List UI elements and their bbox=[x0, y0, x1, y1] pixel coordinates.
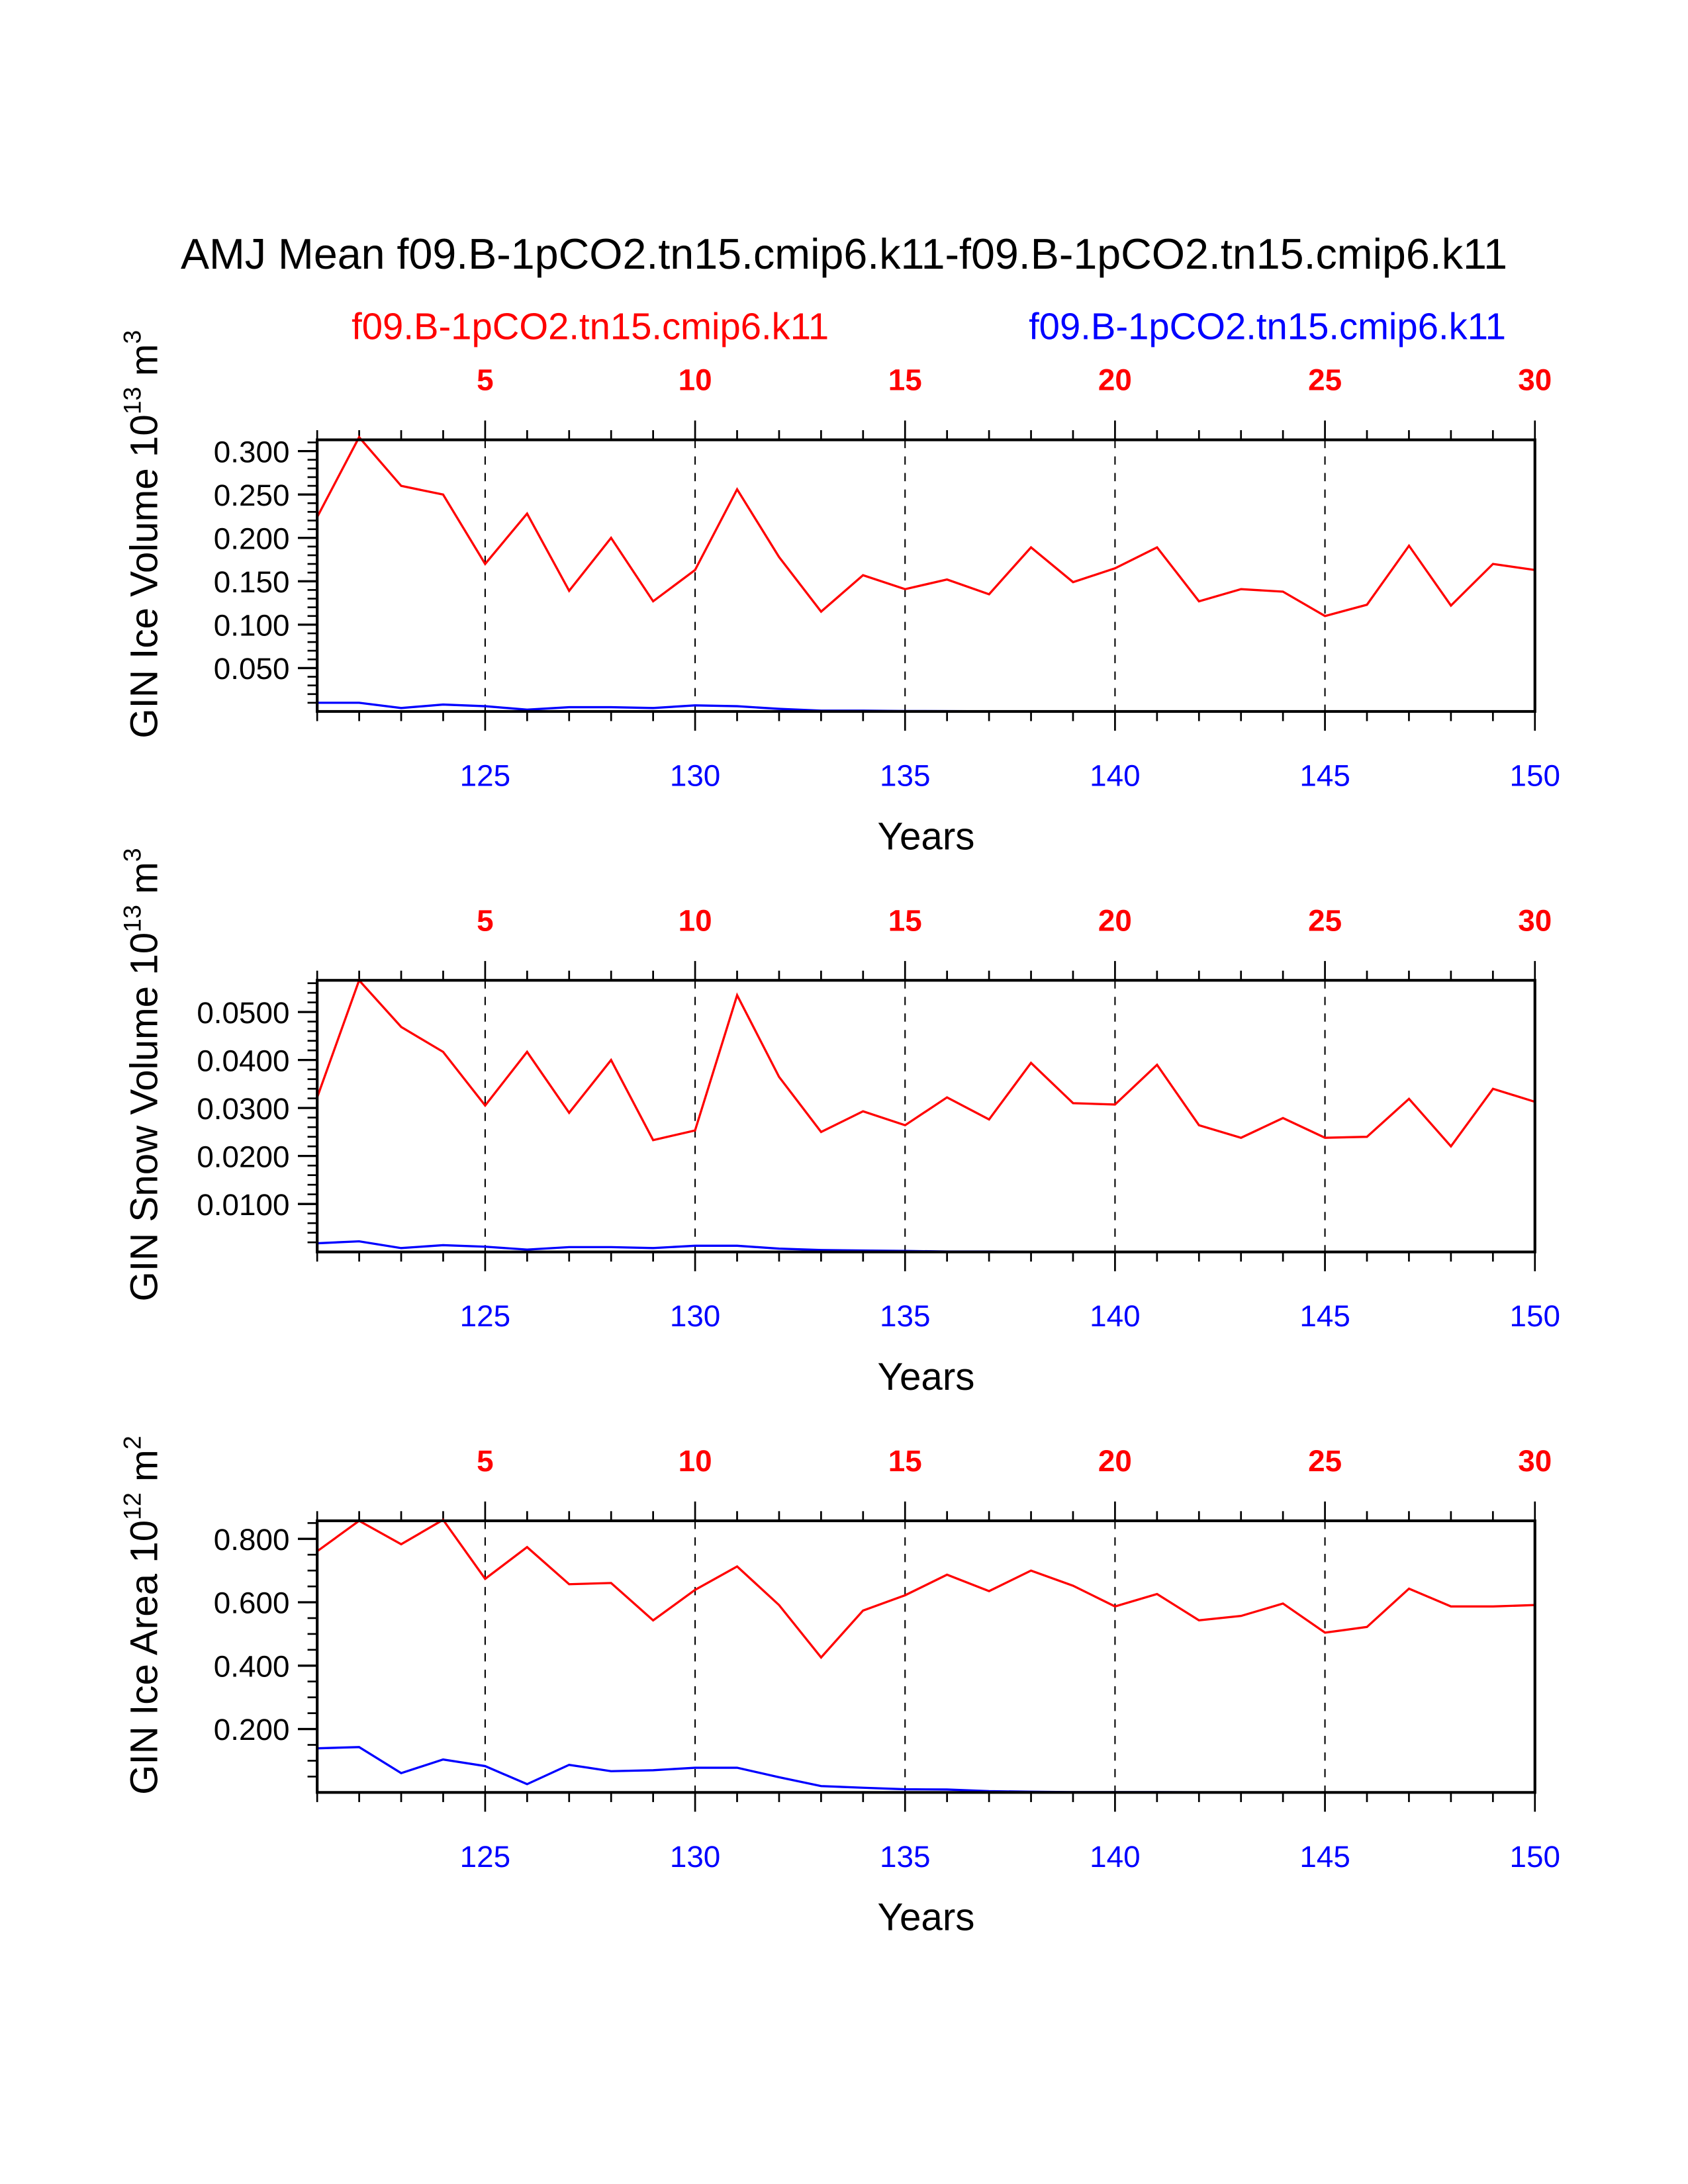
y-axis-label-unit: m bbox=[123, 1449, 166, 1492]
y-tick-label: 0.400 bbox=[214, 1649, 290, 1683]
bottom-x-tick-label: 135 bbox=[880, 759, 930, 793]
y-axis-label: GIN Ice Volume 1013 m3 bbox=[118, 330, 166, 739]
top-x-tick-label: 20 bbox=[1098, 903, 1132, 937]
bottom-x-tick-label: 135 bbox=[880, 1299, 930, 1333]
legend-red-label: f09.B-1pCO2.tn15.cmip6.k11 bbox=[352, 306, 829, 347]
x-axis-label: Years bbox=[877, 1355, 974, 1398]
y-axis-label-text: GIN Snow Volume 10 bbox=[123, 933, 166, 1302]
bottom-x-tick-label: 130 bbox=[670, 1299, 720, 1333]
y-tick-label: 0.300 bbox=[214, 435, 290, 469]
y-tick-label: 0.0500 bbox=[197, 996, 289, 1030]
bottom-x-tick-label: 145 bbox=[1299, 1299, 1350, 1333]
top-x-tick-label: 25 bbox=[1308, 1444, 1342, 1478]
top-x-tick-label: 25 bbox=[1308, 363, 1342, 397]
y-axis-label-text: GIN Ice Area 10 bbox=[123, 1520, 166, 1795]
panel-1: 5 10 15 20 25 30 125 130 135 140 145 150 0.050 0.100 0… bbox=[118, 330, 1560, 858]
chart-title: AMJ Mean f09.B-1pCO2.tn15.cmip6.k11-f09.… bbox=[181, 230, 1507, 278]
bottom-x-tick-label: 130 bbox=[670, 1840, 720, 1874]
y-axis-label-unit-exponent: 2 bbox=[118, 1435, 146, 1449]
top-x-tick-label: 5 bbox=[477, 363, 494, 397]
bottom-x-tick-label: 140 bbox=[1090, 759, 1140, 793]
bottom-x-tick-label: 130 bbox=[670, 759, 720, 793]
y-tick-label: 0.0300 bbox=[197, 1092, 289, 1126]
y-axis-label-unit: m bbox=[123, 862, 166, 905]
y-tick-label: 0.250 bbox=[214, 478, 290, 512]
bottom-x-tick-label: 125 bbox=[460, 1299, 510, 1333]
y-tick-label: 0.200 bbox=[214, 1713, 290, 1747]
top-x-tick-label: 30 bbox=[1518, 903, 1552, 937]
top-x-tick-label: 5 bbox=[477, 1444, 494, 1478]
y-tick-label: 0.0100 bbox=[197, 1188, 289, 1222]
y-axis-label-unit-exponent: 3 bbox=[118, 848, 146, 862]
top-x-tick-label: 5 bbox=[477, 903, 494, 937]
top-x-tick-label: 25 bbox=[1308, 903, 1342, 937]
top-x-tick-label: 20 bbox=[1098, 1444, 1132, 1478]
top-x-tick-label: 30 bbox=[1518, 363, 1552, 397]
y-tick-label: 0.050 bbox=[214, 652, 290, 686]
y-axis-label-text: GIN Ice Volume 10 bbox=[123, 414, 166, 739]
y-axis-label-exponent: 12 bbox=[118, 1492, 146, 1520]
y-tick-label: 0.0200 bbox=[197, 1140, 289, 1173]
legend-blue-label: f09.B-1pCO2.tn15.cmip6.k11 bbox=[1029, 306, 1506, 347]
panel-2: 5 10 15 20 25 30 125 130 135 140 145 150 0.0100 0.020… bbox=[118, 848, 1560, 1398]
top-x-tick-label: 20 bbox=[1098, 363, 1132, 397]
top-x-tick-label: 15 bbox=[888, 903, 922, 937]
panel-3: 5 10 15 20 25 30 125 130 135 140 145 150 0.200 0.400 0… bbox=[118, 1435, 1560, 1938]
y-axis-label-exponent: 13 bbox=[118, 387, 146, 414]
y-tick-label: 0.200 bbox=[214, 522, 290, 555]
y-tick-label: 0.600 bbox=[214, 1586, 290, 1620]
series-line-red bbox=[316, 1518, 1535, 1659]
y-tick-label: 0.100 bbox=[214, 609, 290, 643]
bottom-x-tick-label: 125 bbox=[460, 759, 510, 793]
bottom-x-tick-label: 125 bbox=[460, 1840, 510, 1874]
plot-frame bbox=[316, 979, 1536, 1253]
y-axis-label-exponent: 13 bbox=[118, 905, 146, 933]
bottom-x-tick-label: 140 bbox=[1090, 1840, 1140, 1874]
x-axis-label: Years bbox=[877, 1896, 974, 1939]
top-x-tick-label: 15 bbox=[888, 1444, 922, 1478]
y-axis-label: GIN Ice Area 1012 m2 bbox=[118, 1435, 166, 1794]
y-axis-label: GIN Snow Volume 1013 m3 bbox=[118, 848, 166, 1301]
bottom-x-tick-label: 145 bbox=[1299, 759, 1350, 793]
top-x-tick-label: 30 bbox=[1518, 1444, 1552, 1478]
top-x-tick-label: 10 bbox=[679, 363, 712, 397]
y-tick-label: 0.0400 bbox=[197, 1044, 289, 1077]
plot-frame bbox=[316, 1519, 1536, 1794]
top-x-tick-label: 10 bbox=[679, 1444, 712, 1478]
bottom-x-tick-label: 140 bbox=[1090, 1299, 1140, 1333]
x-axis-label: Years bbox=[877, 815, 974, 858]
top-x-tick-label: 10 bbox=[679, 903, 712, 937]
bottom-x-tick-label: 150 bbox=[1510, 759, 1560, 793]
plot-frame bbox=[316, 438, 1536, 713]
y-tick-label: 0.150 bbox=[214, 565, 290, 599]
y-tick-label: 0.800 bbox=[214, 1523, 290, 1557]
series-line-red bbox=[316, 435, 1535, 617]
bottom-x-tick-label: 145 bbox=[1299, 1840, 1350, 1874]
bottom-x-tick-label: 150 bbox=[1510, 1840, 1560, 1874]
y-axis-label-unit: m bbox=[123, 344, 166, 387]
series-line-red bbox=[316, 978, 1536, 1148]
y-axis-label-unit-exponent: 3 bbox=[118, 330, 146, 344]
bottom-x-tick-label: 135 bbox=[880, 1840, 930, 1874]
top-x-tick-label: 15 bbox=[888, 363, 922, 397]
bottom-x-tick-label: 150 bbox=[1510, 1299, 1560, 1333]
